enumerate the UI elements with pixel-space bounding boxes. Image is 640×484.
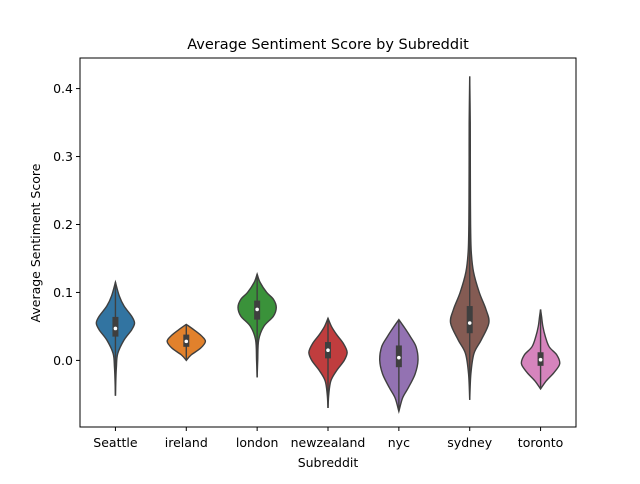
violin-ireland [166, 323, 207, 362]
violin-toronto [520, 309, 561, 391]
violins-layer [95, 76, 561, 414]
violin-median-seattle [113, 326, 118, 331]
violin-nyc [379, 318, 419, 414]
violin-median-london [255, 307, 259, 312]
violin-sydney [449, 76, 490, 400]
x-tick-label-london: london [236, 435, 279, 450]
violin-median-toronto [538, 357, 543, 362]
plot-frame [79, 57, 577, 428]
x-tick-label-nyc: nyc [388, 435, 410, 450]
x-tick-label-sydney: sydney [447, 435, 492, 450]
y-tick-label-1: 0.1 [53, 285, 73, 300]
y-tick-label-4: 0.4 [53, 81, 73, 96]
x-tick-label-ireland: ireland [165, 435, 208, 450]
violin-median-sydney [467, 321, 472, 325]
y-axis-label: Average Sentiment Score [28, 163, 43, 322]
y-tick-label-0: 0.0 [53, 353, 73, 368]
x-tick-label-toronto: toronto [518, 435, 564, 450]
y-tick-label-2: 0.2 [53, 217, 73, 232]
violin-london [237, 271, 277, 378]
violin-median-nyc [397, 355, 401, 360]
x-tick-label-newzealand: newzealand [291, 435, 366, 450]
violin-median-newzealand [326, 348, 330, 353]
violin-median-ireland [184, 339, 189, 344]
x-tick-label-seattle: Seattle [93, 435, 138, 450]
chart-title: Average Sentiment Score by Subreddit [187, 37, 469, 53]
violin-newzealand [308, 316, 348, 409]
y-axis: 0.0 0.1 0.2 0.3 0.4 [53, 81, 80, 368]
violin-seattle [95, 279, 136, 396]
x-axis: Seattle ireland london newzealand nyc sydney t… [93, 427, 563, 450]
y-tick-label-3: 0.3 [53, 149, 73, 164]
x-axis-label: Subreddit [298, 455, 359, 470]
violin-iqr-box-sydney [466, 306, 473, 334]
